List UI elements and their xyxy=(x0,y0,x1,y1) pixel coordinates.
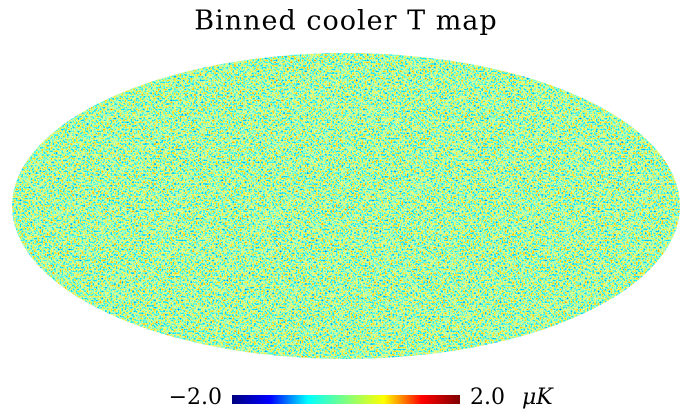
colorbar-tick-label: 2.0 xyxy=(470,385,505,410)
map-pixels xyxy=(12,53,680,359)
colorbar xyxy=(232,395,460,404)
sky-map xyxy=(12,53,680,359)
chart-title: Binned cooler T map xyxy=(194,6,497,37)
colorbar-unit: μK xyxy=(522,385,554,410)
colorbar-tick-label: −2.0 xyxy=(169,385,222,410)
